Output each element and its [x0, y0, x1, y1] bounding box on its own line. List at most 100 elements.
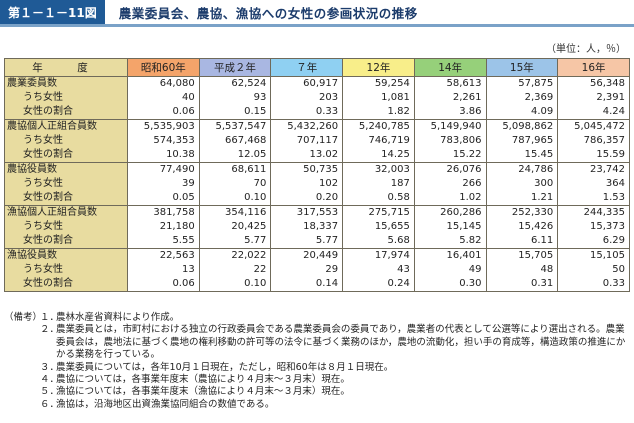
table-cell: 0.10 [198, 191, 272, 206]
table-cell: 62,524 [198, 76, 272, 91]
table-cell: 5.68 [342, 234, 415, 249]
table-cell: 5,149,940 [413, 119, 487, 134]
table-cell: 22,563 [127, 248, 200, 263]
note-number: ６． [40, 398, 60, 410]
table-cell: 49 [413, 263, 487, 277]
table-cell: 29 [270, 263, 344, 277]
table-row: 漁協個人正組合員数 381,758 354,116 317,553 275,715 260… [4, 205, 630, 220]
table-cell: 39 [127, 177, 200, 191]
note-number: ４． [40, 374, 60, 386]
table-cell: 15.45 [485, 148, 559, 163]
table-cell: 6.29 [557, 234, 630, 249]
table-cell: 15.22 [413, 148, 487, 163]
column-header: 16年 [557, 58, 630, 77]
participation-table: 年 度 昭和60年 平成２年 ７年 12年 14年 15年 16年 農業委員数 6… [4, 58, 630, 292]
table-row: 農協個人正組合員数 5,535,903 5,537,547 5,432,260 5,24… [4, 119, 630, 134]
figure-number: 第１－１－11図 [0, 0, 105, 24]
row-label: 女性の割合 [4, 148, 128, 163]
note-item: ２． 農業委員とは，市町村における独立の行政委員会である農業委員会の委員であり，… [4, 324, 632, 361]
table-body: 農業委員数 64,080 62,524 60,917 59,254 58,613 57,87… [4, 76, 630, 292]
table-cell: 2,391 [557, 91, 630, 105]
row-label: うち女性 [4, 177, 128, 191]
table-cell: 574,353 [127, 134, 200, 148]
table-cell: 32,003 [342, 162, 415, 177]
table-cell: 2,369 [485, 91, 559, 105]
table-cell: 0.58 [342, 191, 415, 206]
table-cell: 317,553 [270, 205, 344, 220]
table-cell: 50 [557, 263, 630, 277]
table-cell: 707,117 [270, 134, 344, 148]
note-number: ５． [40, 386, 60, 398]
note-number: ３． [40, 361, 60, 373]
table-cell: 48 [485, 263, 559, 277]
row-label: 女性の割合 [4, 234, 128, 249]
table-cell: 5,240,785 [342, 119, 415, 134]
table-cell: 56,348 [557, 76, 630, 91]
note-number: １． [40, 312, 60, 323]
table-cell: 10.38 [127, 148, 200, 163]
table-cell: 746,719 [342, 134, 415, 148]
table-row: うち女性 21,180 20,425 18,337 15,655 15,145 15,426… [4, 220, 630, 234]
table-row: 女性の割合 0.06 0.15 0.33 1.82 3.86 4.09 4.24 [4, 105, 630, 120]
table-cell: 50,735 [270, 162, 344, 177]
table-cell: 1,081 [342, 91, 415, 105]
table-cell: 77,490 [127, 162, 200, 177]
table-cell: 5,432,260 [270, 119, 344, 134]
table-cell: 15,145 [413, 220, 487, 234]
table-row: 女性の割合 5.55 5.77 5.77 5.68 5.82 6.11 6.29 [4, 234, 630, 249]
table-cell: 22,022 [198, 248, 272, 263]
table-cell: 70 [198, 177, 272, 191]
table-row: うち女性 39 70 102 187 266 300 364 [4, 177, 630, 191]
table-cell: 0.33 [557, 277, 630, 292]
table-cell: 786,357 [557, 134, 630, 148]
table-cell: 0.14 [270, 277, 344, 292]
table-cell: 43 [342, 263, 415, 277]
table-cell: 12.05 [198, 148, 272, 163]
row-label: うち女性 [4, 134, 128, 148]
table-cell: 93 [198, 91, 272, 105]
table-cell: 5.55 [127, 234, 200, 249]
note-number: ２． [40, 324, 60, 336]
table-row: 農業委員数 64,080 62,524 60,917 59,254 58,613 57,87… [4, 76, 630, 91]
table-cell: 252,330 [485, 205, 559, 220]
table-row: うち女性 13 22 29 43 49 48 50 [4, 263, 630, 277]
row-label: 女性の割合 [4, 105, 128, 120]
figure-title: 農業委員会、農協、漁協への女性の参画状況の推移 [104, 0, 418, 24]
table-cell: 18,337 [270, 220, 344, 234]
row-label: 農業委員数 [4, 76, 128, 91]
table-row: 女性の割合 0.05 0.10 0.20 0.58 1.02 1.21 1.53 [4, 191, 630, 206]
note-text: 農業委員については，各年10月１日現在，ただし，昭和60年は８月１日現在。 [56, 361, 394, 373]
table-cell: 4.24 [557, 105, 630, 120]
table-cell: 68,611 [198, 162, 272, 177]
note-item: ５． 漁協については，各事業年度末（漁協により４月末～３月末）現在。 [4, 386, 632, 398]
table-cell: 1.82 [342, 105, 415, 120]
corner-header: 年 度 [4, 58, 128, 77]
table-cell: 0.20 [270, 191, 344, 206]
table-cell: 203 [270, 91, 344, 105]
row-label: 女性の割合 [4, 191, 128, 206]
table-cell: 5,045,472 [557, 119, 630, 134]
table-cell: 13.02 [270, 148, 344, 163]
note-text: 農協については，各事業年度末（農協により４月末～３月末）現在。 [56, 374, 350, 386]
table-cell: 5.77 [270, 234, 344, 249]
table-cell: 275,715 [342, 205, 415, 220]
table-cell: 4.09 [485, 105, 559, 120]
table-cell: 354,116 [198, 205, 272, 220]
table-row: うち女性 574,353 667,468 707,117 746,719 783,806 7… [4, 134, 630, 148]
note-text: 漁協は，沿海地区出資漁業協同組合の数値である。 [56, 398, 275, 410]
table-cell: 60,917 [270, 76, 344, 91]
table-cell: 40 [127, 91, 200, 105]
row-label: 女性の割合 [4, 277, 128, 292]
table-row: 女性の割合 0.06 0.10 0.14 0.24 0.30 0.31 0.33 [4, 277, 630, 292]
table-cell: 5,537,547 [198, 119, 272, 134]
table-cell: 5,098,862 [485, 119, 559, 134]
table-cell: 2,261 [413, 91, 487, 105]
table-cell: 0.30 [413, 277, 487, 292]
table-cell: 1.21 [485, 191, 559, 206]
table-row: 漁協役員数 22,563 22,022 20,449 17,974 16,401 15,70… [4, 248, 630, 263]
unit-label: （単位：人，％） [546, 44, 626, 55]
table-cell: 21,180 [127, 220, 200, 234]
note-text: 漁協については，各事業年度末（漁協により４月末～３月末）現在。 [56, 386, 350, 398]
column-header: ７年 [270, 58, 344, 77]
column-header: 12年 [342, 58, 415, 77]
